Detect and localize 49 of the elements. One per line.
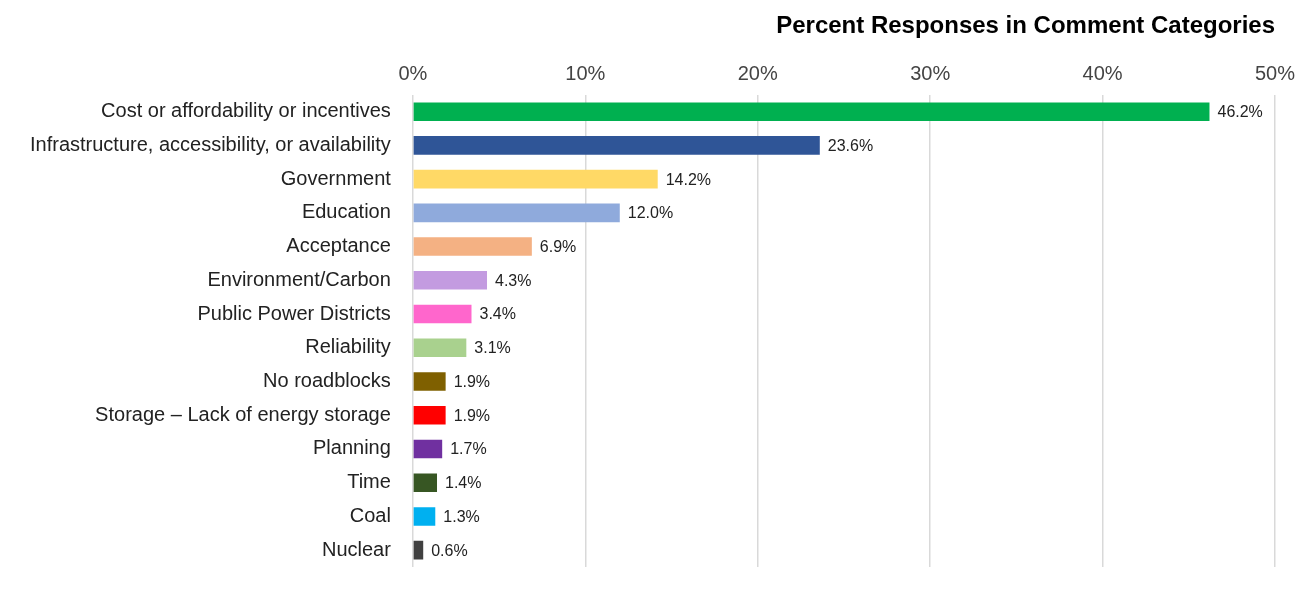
data-label: 3.1% (474, 339, 511, 357)
y-tick-label: Infrastructure, accessibility, or availability (29, 132, 391, 155)
x-tick-label: 30% (910, 62, 951, 85)
bar (413, 372, 446, 391)
data-label: 0.6% (431, 541, 468, 559)
x-tick-label: 20% (737, 62, 778, 85)
bar (413, 203, 620, 223)
bar (413, 540, 424, 560)
bar (413, 271, 488, 290)
data-label: 4.3% (495, 271, 532, 289)
y-tick-label: No roadblocks (263, 369, 391, 392)
y-tick-label: Government (280, 166, 392, 189)
x-tick-label: 0% (398, 62, 428, 85)
bar (413, 507, 436, 526)
y-tick-label: Nuclear (321, 537, 392, 560)
bar (413, 304, 472, 324)
data-label: 1.9% (453, 372, 491, 390)
data-label: 12.0% (627, 204, 674, 222)
data-label: 46.2% (1217, 103, 1263, 121)
y-tick-label: Reliability (305, 335, 391, 358)
bar (413, 439, 443, 459)
data-label: 1.7% (450, 440, 487, 458)
y-tick-label: Public Power Districts (197, 301, 391, 324)
x-tick-label: 10% (565, 62, 606, 85)
y-tick-label: Acceptance (286, 234, 391, 257)
data-label: 1.3% (443, 507, 480, 525)
bar (413, 237, 532, 256)
data-label: 23.6% (827, 136, 874, 154)
x-tick-label: 40% (1082, 62, 1123, 85)
y-tick-label: Environment/Carbon (207, 267, 391, 290)
y-tick-label: Time (347, 470, 391, 493)
y-tick-label: Education (301, 200, 391, 223)
bar (413, 169, 658, 189)
data-label: 1.9% (453, 406, 491, 424)
data-label: 6.9% (539, 237, 577, 255)
y-tick-label: Storage – Lack of energy storage (95, 402, 391, 425)
y-tick-label: Coal (349, 503, 391, 526)
bar (413, 405, 446, 425)
x-tick-label: 50% (1254, 62, 1296, 85)
bar (413, 136, 820, 155)
data-label: 1.4% (445, 474, 482, 492)
data-label: 3.4% (479, 305, 516, 323)
y-tick-label: Planning (313, 436, 391, 459)
data-label: 14.2% (665, 170, 712, 188)
bar (413, 338, 467, 358)
y-tick-label: Cost or affordability or incentives (101, 99, 391, 122)
bar (413, 473, 438, 492)
bar (413, 102, 1210, 121)
chart-title: Percent Responses in Comment Categories (776, 11, 1275, 39)
